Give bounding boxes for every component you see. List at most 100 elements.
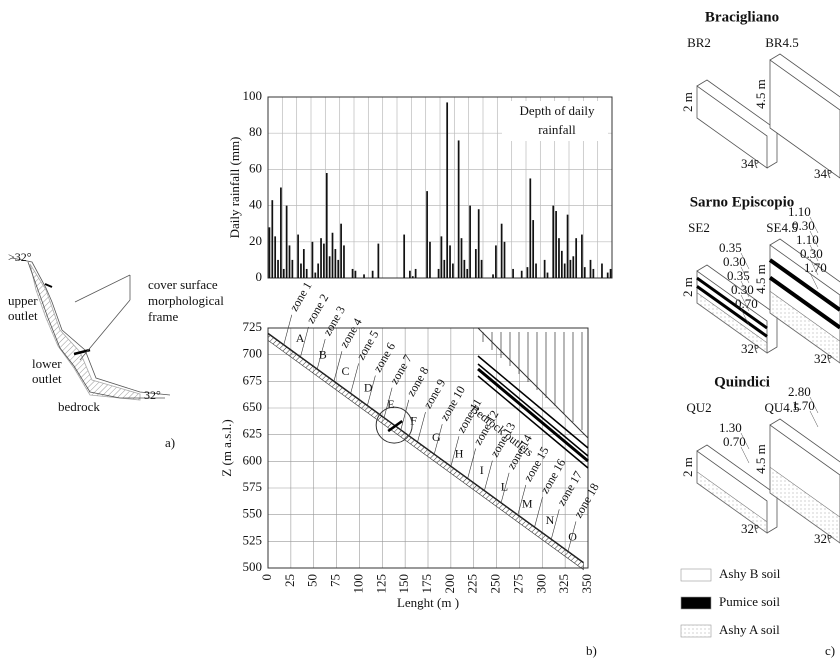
layer-thickness: 0.30: [800, 246, 823, 261]
bar: [575, 238, 578, 278]
layer-leader: [740, 252, 750, 270]
bar: [305, 268, 308, 278]
panel-a-label: >32°: [8, 250, 32, 264]
x-tick-label: 100: [350, 574, 365, 594]
zone-letter: F: [410, 414, 417, 428]
profile-depth: 4.5 m: [753, 264, 768, 294]
angle-arc: [754, 344, 758, 354]
layer-leader: [809, 272, 819, 290]
bar: [552, 205, 555, 278]
layer-thickness: 0.70: [723, 434, 746, 449]
x-tick-label: 150: [396, 574, 411, 594]
zone-tick: [500, 472, 510, 503]
bar: [320, 238, 322, 278]
bar: [492, 274, 494, 278]
profile-name: QU2: [686, 400, 711, 415]
bar: [414, 268, 417, 278]
zone-tick: [450, 436, 460, 467]
zone-tick: [534, 497, 543, 528]
profile-name: BR2: [687, 35, 711, 50]
annotation: Depth of daily: [519, 103, 595, 118]
y-tick-label: 0: [256, 269, 263, 284]
zone-letter: H: [455, 447, 464, 461]
zone-letter: I: [480, 463, 484, 477]
bar: [440, 236, 443, 278]
layer-leader: [809, 216, 819, 234]
x-tick-label: 275: [510, 574, 525, 594]
bar: [569, 259, 572, 278]
bar: [583, 267, 586, 278]
ashy-a-layer: [696, 471, 768, 534]
y-axis-label: Z (m a.s.l.): [219, 419, 234, 476]
pumice-layer: [696, 276, 768, 330]
y-tick-label: 100: [243, 88, 263, 103]
panel-a-drawing: [11, 257, 171, 401]
slope-angle: 32°: [814, 351, 832, 366]
zone-tick: [367, 375, 376, 406]
bar: [546, 272, 549, 278]
legend-swatch: [680, 624, 712, 638]
profile-box: [768, 238, 840, 364]
bar: [302, 249, 305, 278]
bar: [526, 267, 529, 278]
bar: [469, 205, 471, 278]
angle-arc: [827, 354, 831, 364]
bar: [477, 209, 480, 278]
layer-leader: [809, 410, 819, 428]
bar: [474, 249, 477, 278]
zone-tick: [433, 424, 443, 455]
bar: [512, 268, 514, 278]
bar: [609, 268, 612, 278]
bar: [271, 200, 274, 278]
profile-name: SE2: [688, 220, 710, 235]
bar: [500, 223, 503, 278]
bar: [449, 245, 451, 278]
bar: [437, 268, 440, 278]
zone-tick: [484, 460, 493, 491]
angle-arc: [754, 524, 758, 534]
inset-stripe: [477, 363, 589, 457]
pumice-layer: [696, 285, 768, 338]
bar: [282, 268, 285, 278]
bar: [331, 232, 334, 278]
bar: [566, 214, 569, 278]
panel-a-label: bedrock: [58, 399, 100, 414]
bar: [280, 187, 282, 278]
layer-thickness: 0.35: [719, 240, 742, 255]
bar: [443, 259, 446, 278]
profile-depth: 2 m: [680, 457, 695, 477]
bar: [403, 234, 406, 278]
bar: [529, 178, 532, 278]
zone-letter: M: [522, 496, 533, 510]
y-tick-label: 725: [243, 319, 263, 334]
panel-a-label: cover surface: [148, 277, 218, 292]
zone-letter: C: [341, 364, 349, 378]
annotation-bg: [502, 101, 608, 141]
panel-a-label: upper: [8, 293, 38, 308]
zone-tick: [300, 326, 309, 358]
y-axis-label: Daily rainfall (mm): [227, 137, 242, 239]
zone-tick: [283, 314, 293, 345]
layer-thickness: 1.10: [796, 232, 819, 247]
slope-line: [267, 332, 584, 564]
y-tick-label: 700: [243, 346, 263, 361]
layer-leader: [809, 258, 819, 276]
bar: [354, 270, 357, 278]
site-title: Bracigliano: [705, 9, 779, 25]
bar: [581, 234, 583, 278]
y-tick-label: 80: [249, 124, 262, 139]
bar: [446, 102, 449, 279]
box-back: [769, 238, 840, 363]
bar: [317, 263, 320, 278]
y-tick-label: 60: [249, 160, 262, 175]
layer-leader: [740, 446, 750, 464]
x-tick-label: 25: [282, 574, 297, 587]
slope-angle: 32°: [741, 521, 759, 536]
bar: [363, 274, 365, 278]
bar: [325, 173, 328, 278]
bar: [288, 245, 291, 278]
slope-angle: 34°: [741, 156, 759, 171]
bar: [457, 140, 460, 278]
inset-bg: [476, 327, 589, 440]
bar: [532, 220, 535, 278]
